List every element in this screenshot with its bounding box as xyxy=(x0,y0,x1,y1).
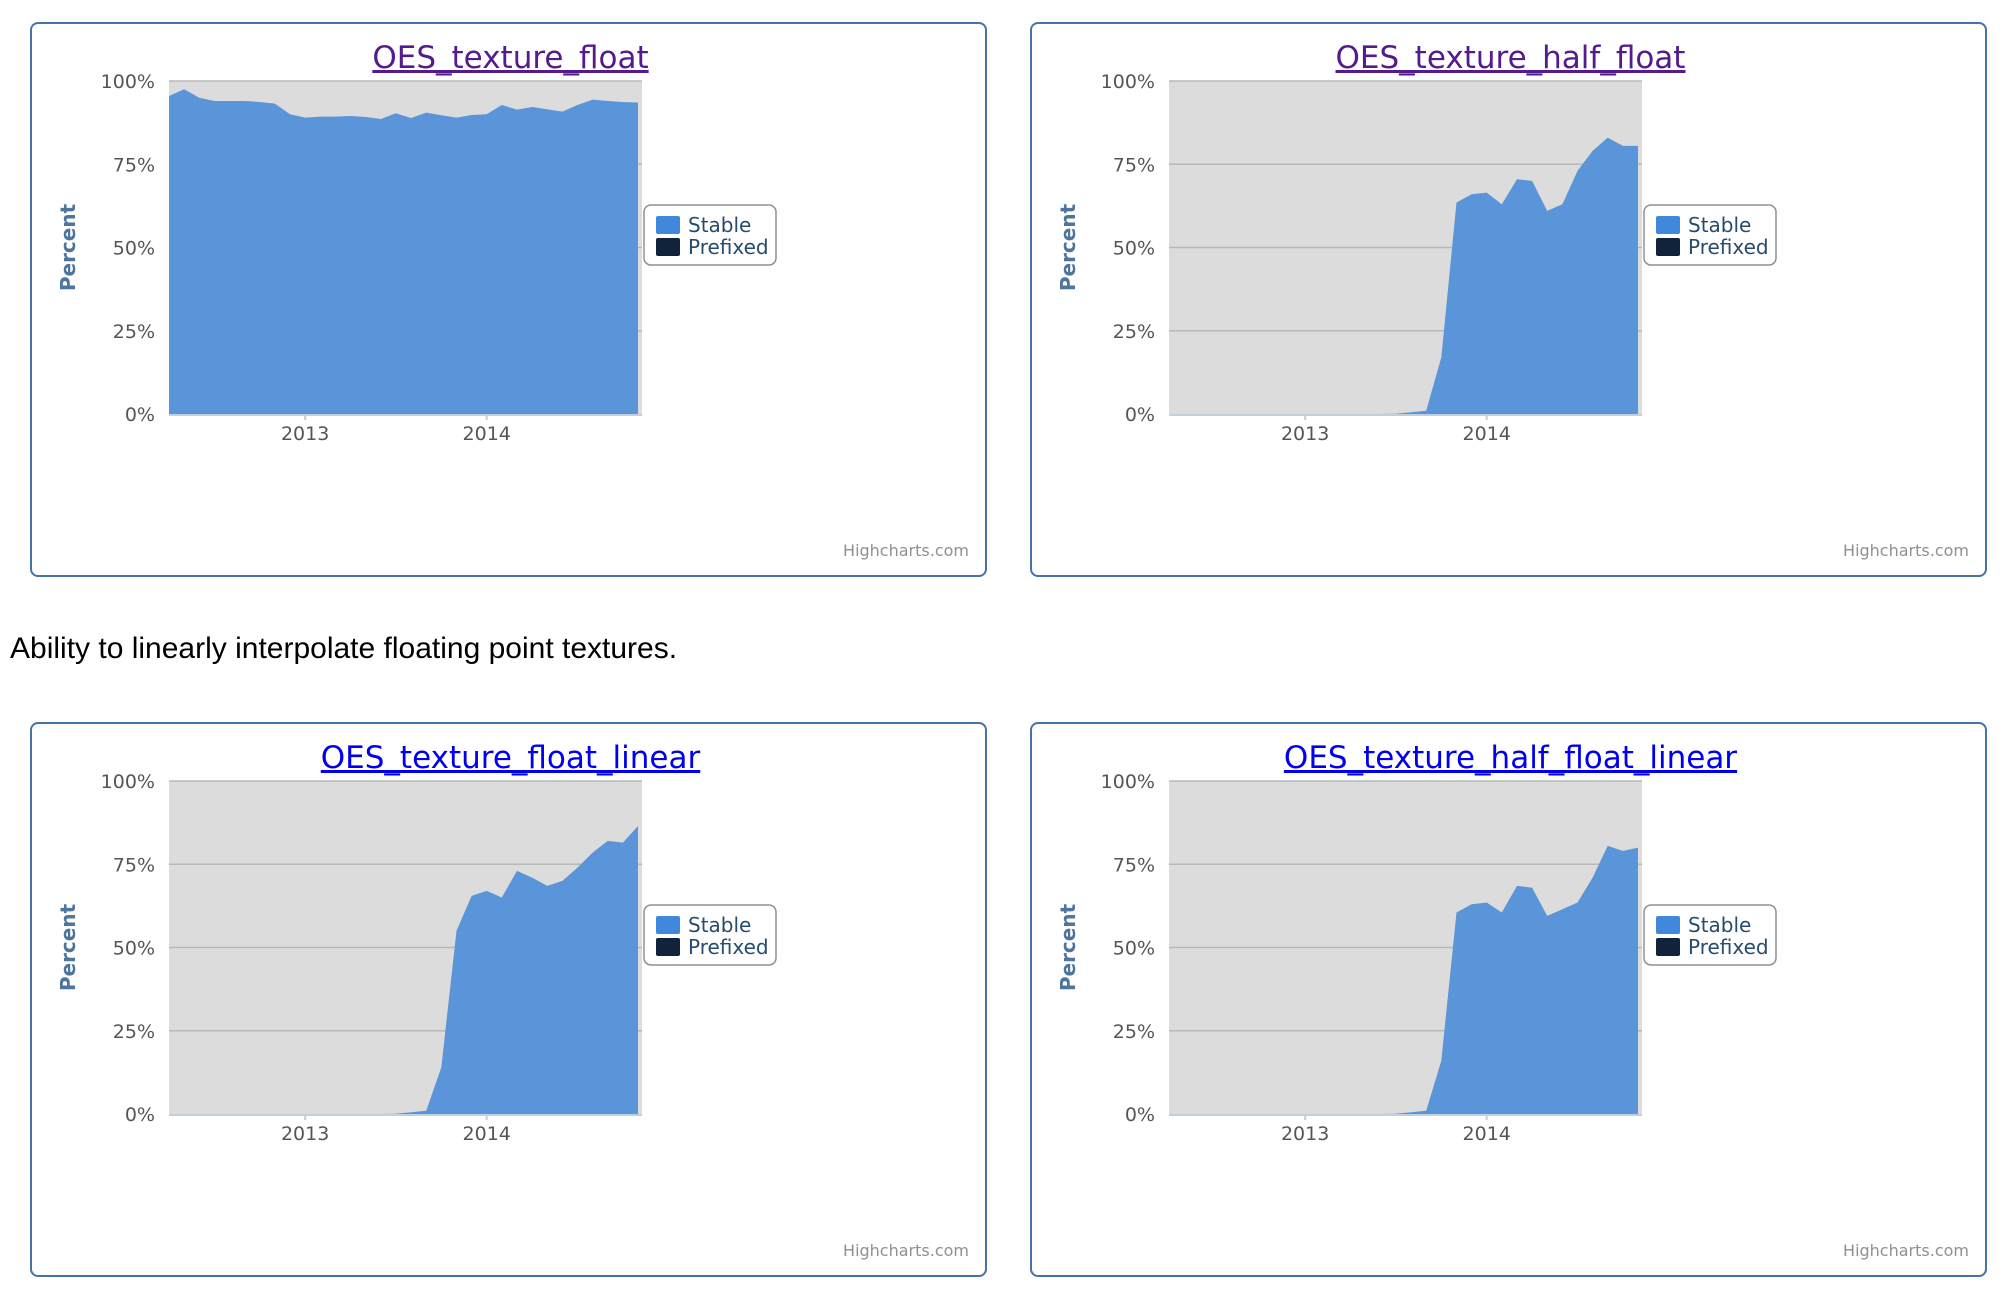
legend-item-prefixed: Prefixed xyxy=(1688,235,1769,259)
chart-title-link[interactable]: OES_texture_half_float xyxy=(1335,40,1686,76)
y-tick-label: 0% xyxy=(125,1104,155,1126)
legend-item-stable: Stable xyxy=(688,213,751,237)
section-description: Ability to linearly interpolate floating… xyxy=(10,632,678,665)
y-tick-label: 50% xyxy=(113,938,155,960)
legend-swatch-stable xyxy=(656,916,680,934)
chart-plot-svg: 0% 25% 50% 75% 100% 2013 2014 Percent StablePref… xyxy=(1056,771,1969,1260)
chart-plot-svg: 0% 25% 50% 75% 100% 2013 2014 Percent StablePref… xyxy=(1056,71,1969,560)
y-tick-label: 25% xyxy=(1113,1021,1155,1043)
legend-swatch-prefixed xyxy=(656,238,680,256)
y-tick-label: 100% xyxy=(1101,771,1155,793)
chart-oes-texture-float: OES_texture_float 0% 25% 50% 75% 100% 2013 201… xyxy=(30,22,987,577)
x-tick-label: 2013 xyxy=(1281,423,1329,445)
y-tick-label: 75% xyxy=(1113,154,1155,176)
chart-title-link[interactable]: OES_texture_half_float_linear xyxy=(1283,740,1738,776)
y-tick-label: 25% xyxy=(1113,321,1155,343)
legend-swatch-prefixed xyxy=(656,938,680,956)
legend-item-prefixed: Prefixed xyxy=(688,235,769,259)
series-area-stable xyxy=(1169,845,1638,1114)
x-tick-label: 2014 xyxy=(463,423,511,445)
x-tick-label: 2013 xyxy=(1281,1123,1329,1145)
chart-plot-svg: 0% 25% 50% 75% 100% 2013 2014 Percent StablePref… xyxy=(56,771,969,1260)
y-axis-title: Percent xyxy=(56,203,80,291)
credits-link[interactable]: Highcharts.com xyxy=(843,1241,969,1260)
y-tick-label: 75% xyxy=(1113,854,1155,876)
legend-swatch-stable xyxy=(1656,916,1680,934)
y-tick-label: 75% xyxy=(113,854,155,876)
legend-swatch-prefixed xyxy=(1656,938,1680,956)
chart-title-link[interactable]: OES_texture_float_linear xyxy=(320,740,701,776)
x-tick-label: 2013 xyxy=(281,423,329,445)
y-tick-label: 100% xyxy=(1101,71,1155,93)
y-tick-label: 25% xyxy=(113,1021,155,1043)
legend-item-stable: Stable xyxy=(688,913,751,937)
y-tick-label: 50% xyxy=(1113,938,1155,960)
chart-oes-texture-half-float: OES_texture_half_float 0% 25% 50% 75% 100% 20… xyxy=(1030,22,1987,577)
credits-link[interactable]: Highcharts.com xyxy=(1843,1241,1969,1260)
y-tick-label: 0% xyxy=(125,404,155,426)
y-tick-label: 75% xyxy=(113,154,155,176)
credits-link[interactable]: Highcharts.com xyxy=(843,541,969,560)
y-axis-title: Percent xyxy=(56,903,80,991)
y-tick-label: 100% xyxy=(101,771,155,793)
legend-swatch-prefixed xyxy=(1656,238,1680,256)
legend-swatch-stable xyxy=(1656,216,1680,234)
x-tick-label: 2014 xyxy=(1463,423,1511,445)
series-area-stable xyxy=(169,826,638,1114)
legend-item-stable: Stable xyxy=(1688,213,1751,237)
x-tick-label: 2014 xyxy=(1463,1123,1511,1145)
y-tick-label: 0% xyxy=(1125,1104,1155,1126)
chart-plot-svg: 0% 25% 50% 75% 100% 2013 2014 Percent StablePref… xyxy=(56,71,969,560)
credits-link[interactable]: Highcharts.com xyxy=(1843,541,1969,560)
y-tick-label: 0% xyxy=(1125,404,1155,426)
legend-item-stable: Stable xyxy=(1688,913,1751,937)
legend-swatch-stable xyxy=(656,216,680,234)
y-axis-title: Percent xyxy=(1056,203,1080,291)
y-tick-label: 50% xyxy=(1113,238,1155,260)
x-tick-label: 2013 xyxy=(281,1123,329,1145)
chart-oes-texture-half-float-linear: OES_texture_half_float_linear 0% 25% 50% 75… xyxy=(1030,722,1987,1277)
y-tick-label: 50% xyxy=(113,238,155,260)
y-axis-title: Percent xyxy=(1056,903,1080,991)
x-tick-label: 2014 xyxy=(463,1123,511,1145)
legend-item-prefixed: Prefixed xyxy=(1688,935,1769,959)
y-tick-label: 25% xyxy=(113,321,155,343)
chart-oes-texture-float-linear: OES_texture_float_linear 0% 25% 50% 75% 100%… xyxy=(30,722,987,1277)
chart-title-link[interactable]: OES_texture_float xyxy=(372,40,649,76)
series-area-stable xyxy=(1169,137,1638,414)
legend-item-prefixed: Prefixed xyxy=(688,935,769,959)
y-tick-label: 100% xyxy=(101,71,155,93)
series-area-stable xyxy=(169,89,638,415)
